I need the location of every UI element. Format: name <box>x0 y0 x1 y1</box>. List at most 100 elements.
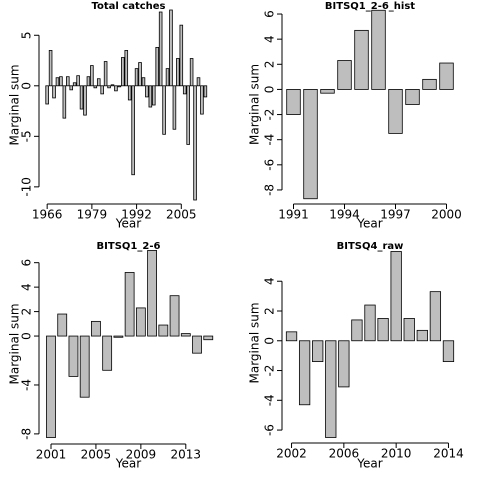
bar <box>298 340 311 406</box>
x-tick-label: 1991 <box>278 208 309 222</box>
bar <box>68 335 79 377</box>
bar <box>138 62 142 87</box>
y-tick-label: 0 <box>263 337 277 345</box>
bar <box>158 11 163 87</box>
bar <box>337 60 352 90</box>
bar <box>79 335 90 398</box>
bar <box>303 89 318 200</box>
bar <box>416 329 428 342</box>
x-axis-label: Year <box>356 217 382 231</box>
bar <box>127 85 132 101</box>
bar <box>388 89 403 134</box>
bar <box>134 68 139 87</box>
bar <box>186 85 190 145</box>
bar <box>158 324 169 337</box>
y-tick-label: 2 <box>20 308 34 316</box>
bar <box>52 85 56 99</box>
y-tick-label: -6 <box>263 424 277 436</box>
x-tick-label: 1966 <box>32 208 63 222</box>
bar <box>86 76 91 87</box>
bar <box>76 75 80 87</box>
panel: Total catches -10 -5 0 5 1966 1979 1992 2005 Year… <box>8 1 208 231</box>
bar <box>193 85 197 201</box>
bar <box>66 76 70 87</box>
bar <box>135 307 146 337</box>
x-axis-label: Year <box>115 457 141 471</box>
y-tick-label: -8 <box>20 428 34 440</box>
x-tick-label: 2005 <box>166 208 197 222</box>
y-tick-label: 6 <box>263 10 277 18</box>
bar <box>72 82 77 87</box>
bar <box>96 78 101 87</box>
y-axis-label: Marginal sum <box>8 303 22 384</box>
bar <box>57 313 68 337</box>
x-tick-label: 2005 <box>81 448 112 462</box>
y-tick-label: 2 <box>263 60 277 68</box>
x-tick-label: 1994 <box>329 208 360 222</box>
bar <box>124 272 135 337</box>
bar <box>338 340 350 388</box>
x-tick-label: 2010 <box>381 447 412 461</box>
y-tick-label: -6 <box>263 159 277 171</box>
panel: BITSQ1_2-6 -8 -4 0 2 4 6 2001 2005 2009 2013 Year Ma… <box>8 241 214 471</box>
x-tick-label: 2001 <box>36 448 67 462</box>
bar <box>442 340 455 363</box>
y-tick-label: 5 <box>20 31 34 39</box>
bar <box>114 85 118 92</box>
panel-title: BITSQ1_2-6_hist <box>325 1 415 12</box>
bar <box>320 89 335 94</box>
bar <box>176 58 180 87</box>
y-tick-label: -4 <box>263 134 277 146</box>
bar <box>182 85 187 95</box>
bar <box>169 295 180 337</box>
bar <box>364 304 376 342</box>
panel-title: Total catches <box>91 1 165 12</box>
bar <box>69 85 74 91</box>
bar <box>102 335 113 371</box>
bar <box>103 61 108 87</box>
bar <box>203 335 214 341</box>
bar <box>147 250 157 337</box>
bar <box>93 85 98 89</box>
y-tick-label: 4 <box>263 35 277 43</box>
bar <box>286 89 301 115</box>
bar <box>354 29 369 90</box>
y-tick-label: -4 <box>20 379 34 391</box>
bar <box>107 85 111 89</box>
bar <box>91 320 101 337</box>
x-tick-label: 2000 <box>431 208 462 222</box>
x-axis-label: Year <box>115 217 141 231</box>
bar <box>429 291 442 342</box>
x-tick-label: 2009 <box>126 448 157 462</box>
bar <box>179 24 184 87</box>
y-axis-label: Marginal sum <box>8 64 22 145</box>
bar <box>312 340 324 363</box>
bar <box>59 76 63 87</box>
x-tick-label: 2014 <box>433 447 464 461</box>
x-tick-label: 2006 <box>329 447 360 461</box>
y-tick-label: 0 <box>20 332 34 340</box>
bar <box>200 85 204 115</box>
bar <box>83 85 87 116</box>
panel: BITSQ4_raw -6 -4 -2 0 2 4 2002 2006 2010 2014 Year M… <box>248 241 464 471</box>
panel: BITSQ1_2-6_hist -8 -6 -4 -2 0 2 4 6 1991 1994 1997 2… <box>248 1 462 231</box>
bar <box>152 85 156 106</box>
bar <box>390 251 402 342</box>
bar <box>62 85 67 119</box>
x-tick-label: 2002 <box>276 447 307 461</box>
bar <box>371 9 386 90</box>
y-tick-label: 0 <box>263 86 277 94</box>
bar <box>46 335 56 438</box>
bar <box>45 85 49 105</box>
bar <box>422 78 437 90</box>
bar <box>405 89 420 105</box>
bar <box>189 58 194 87</box>
x-tick-label: 2013 <box>171 448 202 462</box>
y-axis-label: Marginal sum <box>248 302 262 383</box>
bar <box>377 318 389 342</box>
bar <box>145 85 149 98</box>
y-tick-label: -8 <box>263 184 277 196</box>
bar <box>439 62 454 90</box>
y-tick-label: 4 <box>263 277 277 285</box>
bar <box>403 318 415 342</box>
